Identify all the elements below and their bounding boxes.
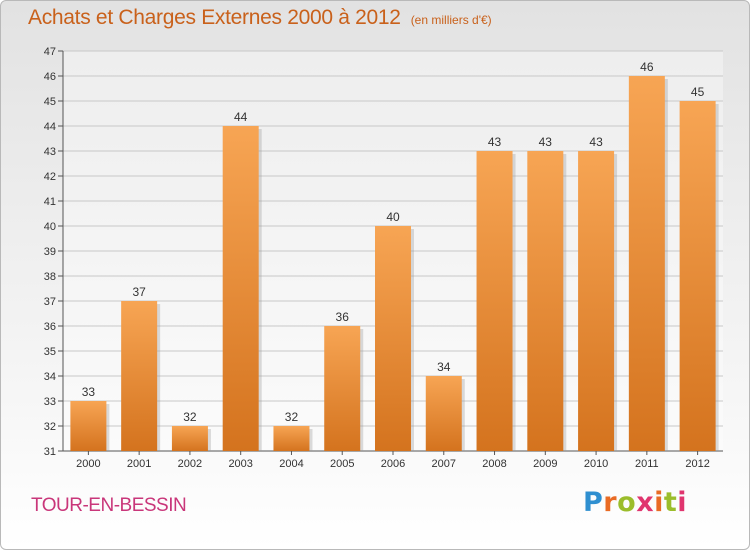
bar-2005 xyxy=(324,326,361,451)
commune-name: TOUR-EN-BESSIN xyxy=(31,495,187,516)
y-tick-label: 41 xyxy=(44,196,56,208)
x-tick-label: 2002 xyxy=(178,458,202,470)
x-tick-label: 2011 xyxy=(635,458,659,470)
data-label: 43 xyxy=(488,135,502,149)
data-label: 43 xyxy=(539,135,553,149)
bars xyxy=(70,76,719,451)
data-label: 33 xyxy=(82,385,96,399)
y-tick-label: 42 xyxy=(44,171,56,183)
chart-subtitle: (en milliers d'€) xyxy=(410,13,492,27)
y-tick-label: 40 xyxy=(44,221,56,233)
bar-2004 xyxy=(273,426,310,451)
y-tick-label: 45 xyxy=(44,96,56,108)
x-tick-label: 2001 xyxy=(127,458,151,470)
y-tick-label: 37 xyxy=(44,296,56,308)
y-tick-label: 33 xyxy=(44,396,56,408)
data-label: 36 xyxy=(336,310,350,324)
labels: 33 2000 37 2001 32 2002 44 2003 32 2004 36 2005 40 20… xyxy=(76,60,710,470)
y-tick-label: 31 xyxy=(44,446,56,458)
x-tick-label: 2007 xyxy=(432,458,456,470)
y-tick-label: 38 xyxy=(44,271,56,283)
bar-2000 xyxy=(70,401,107,451)
data-label: 45 xyxy=(691,85,705,99)
y-tick-label: 34 xyxy=(44,371,56,383)
data-label: 34 xyxy=(437,360,451,374)
y-tick-label: 39 xyxy=(44,246,56,258)
data-label: 43 xyxy=(589,135,603,149)
bar-2008 xyxy=(476,151,513,451)
x-tick-label: 2012 xyxy=(685,458,709,470)
title-row: Achats et Charges Externes 2000 à 2012 (e… xyxy=(28,6,492,30)
bar-2011 xyxy=(628,76,665,451)
x-tick-label: 2004 xyxy=(279,458,303,470)
x-tick-label: 2003 xyxy=(228,458,252,470)
bar-2007 xyxy=(425,376,462,451)
x-tick-label: 2000 xyxy=(76,458,100,470)
bar-2010 xyxy=(578,151,615,451)
bar-2001 xyxy=(121,301,158,451)
chart-title: Achats et Charges Externes 2000 à 2012 xyxy=(28,6,401,29)
data-label: 40 xyxy=(386,210,400,224)
x-tick-label: 2009 xyxy=(533,458,557,470)
x-tick-label: 2005 xyxy=(330,458,354,470)
bar-2006 xyxy=(375,226,411,451)
y-tick-label: 47 xyxy=(44,46,56,58)
bar-2003 xyxy=(222,126,259,451)
bar-2012 xyxy=(679,101,716,451)
x-tick-label: 2010 xyxy=(584,458,608,470)
bar-2009 xyxy=(527,151,564,451)
bar-2002 xyxy=(171,426,208,451)
x-tick-label: 2008 xyxy=(482,458,506,470)
data-label: 32 xyxy=(183,410,197,424)
data-label: 46 xyxy=(640,60,654,74)
y-tick-label: 36 xyxy=(44,321,56,333)
data-label: 32 xyxy=(285,410,299,424)
y-tick-label: 32 xyxy=(44,421,56,433)
x-tick-label: 2006 xyxy=(381,458,405,470)
y-tick-label: 43 xyxy=(44,146,56,158)
y-tick-label: 46 xyxy=(44,71,56,83)
data-label: 44 xyxy=(234,110,248,124)
y-tick-label: 44 xyxy=(44,121,56,133)
y-tick-label: 35 xyxy=(44,346,56,358)
data-label: 37 xyxy=(132,285,146,299)
proxiti-logo: Proxiti xyxy=(583,487,688,518)
